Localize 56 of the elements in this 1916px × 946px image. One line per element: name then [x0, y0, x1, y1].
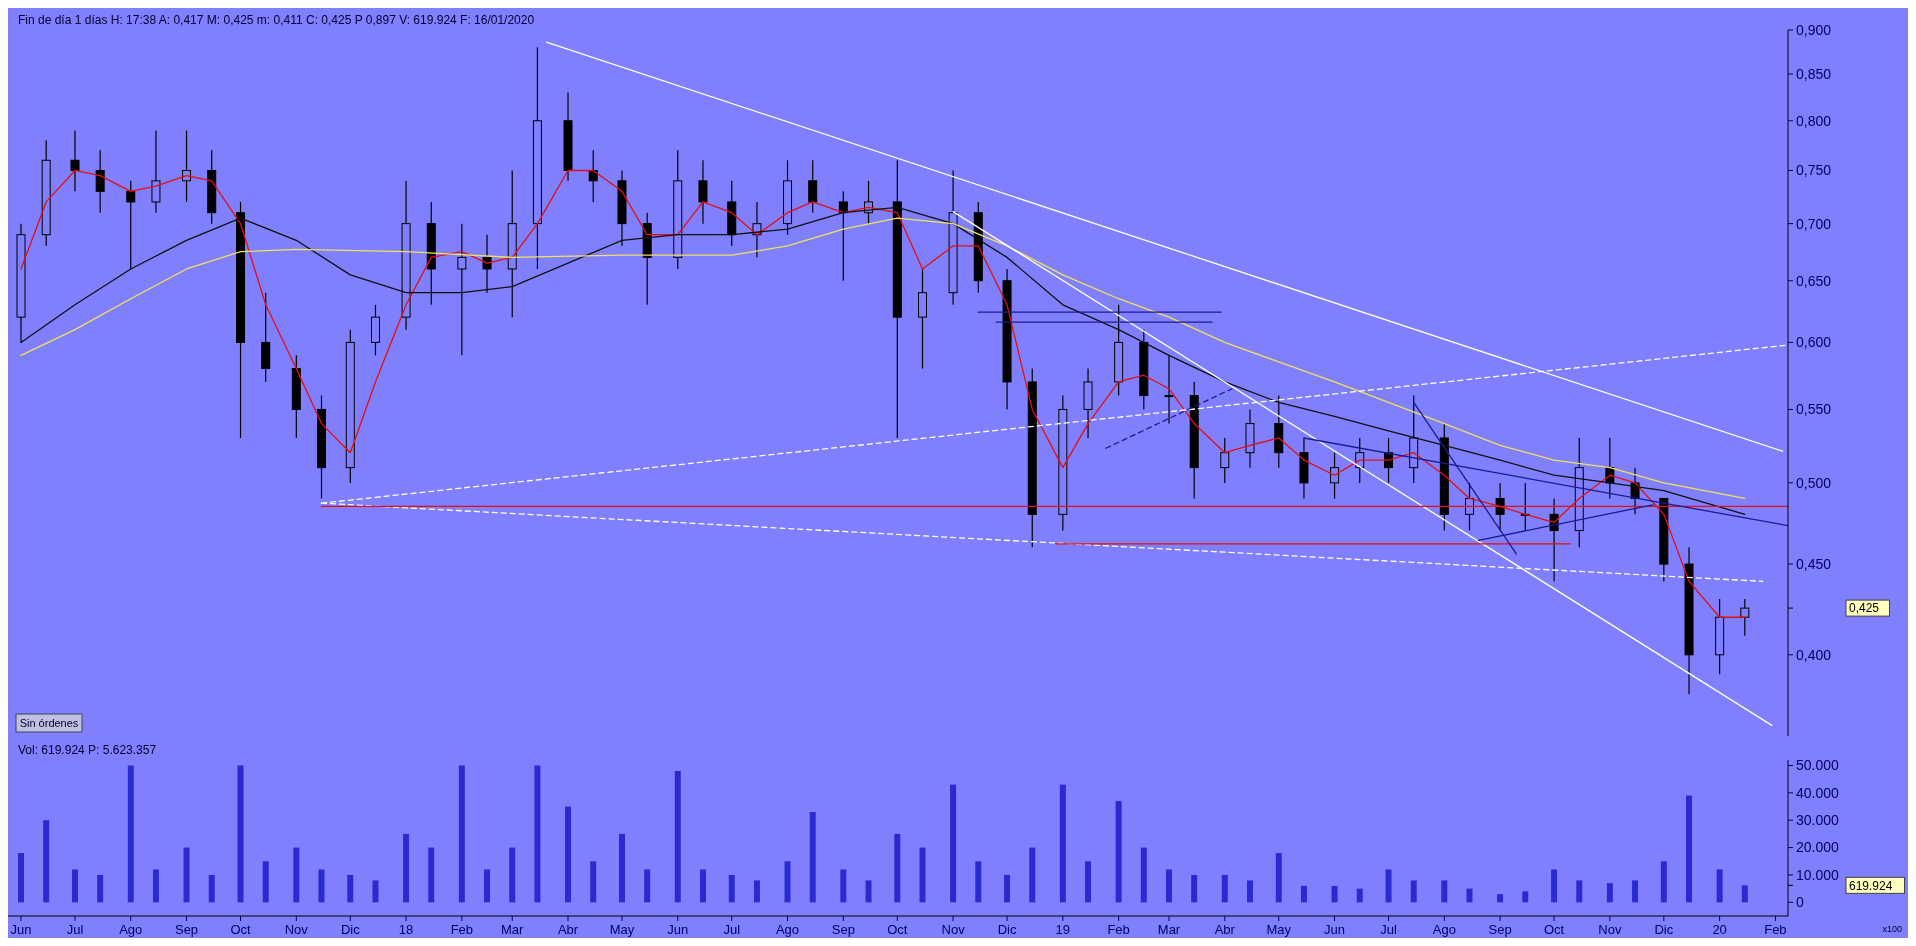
x-tick-label: Feb — [1107, 922, 1130, 937]
x-tick-label: Oct — [1543, 922, 1565, 937]
x-tick-label: Mar — [501, 922, 525, 937]
x-tick-label: Jul — [1380, 922, 1397, 937]
y-tick-label: 0,500 — [1796, 474, 1832, 491]
x-tick-label: Abr — [1214, 922, 1236, 937]
x-tick-label: Feb — [450, 922, 474, 937]
y-tick-label: 0,900 — [1796, 21, 1832, 38]
text: 619.924 — [1849, 878, 1893, 893]
x-tick-label: Nov — [941, 922, 966, 937]
y-tick-label: 50.000 — [1796, 757, 1840, 774]
x-tick-label: Jul — [66, 922, 84, 937]
x-tick-label: Sep — [831, 922, 855, 937]
y-tick-label: 0,800 — [1796, 112, 1832, 129]
x-tick-label: Ago — [119, 922, 143, 937]
chart-title: Fin de día 1 días H: 17:38 A: 0,417 M: 0,425 m: 0,411 C: 0,425 P 0,897 V: 619.924 F: 16/01/2020 — [18, 13, 535, 27]
x-tick-label: Sep — [174, 922, 199, 937]
y-tick-label: 0,400 — [1796, 646, 1832, 663]
y-tick-label: 0,700 — [1796, 215, 1832, 232]
x-tick-label: Nov — [1598, 922, 1622, 937]
x-tick-label: May — [1266, 922, 1292, 937]
x-tick-label: Ago — [775, 922, 800, 937]
x-tick-label: May — [609, 922, 635, 937]
chart-title: Vol: 619.924 P: 5.623.357 — [18, 743, 157, 757]
x-tick-label: Oct — [887, 922, 908, 937]
x-tick-label: Dic — [1654, 922, 1674, 937]
text: x100 — [1882, 924, 1902, 934]
x-tick-label: Sep — [1488, 922, 1512, 937]
x-tick-label: Abr — [557, 922, 579, 937]
annotation: Sin órdenes — [19, 717, 79, 729]
y-tick-label: 20.000 — [1796, 839, 1840, 856]
x-tick-label: Nov — [284, 922, 309, 937]
x-tick-label: Jun — [667, 922, 689, 937]
y-tick-label: 0,550 — [1796, 401, 1832, 418]
x-tick-label: Feb — [1764, 922, 1787, 937]
x-tick-label: 20 — [1712, 922, 1727, 937]
x-tick-label: Jun — [1324, 922, 1346, 937]
y-tick-label: 0,850 — [1796, 65, 1832, 82]
x-tick-label: 19 — [1055, 922, 1071, 937]
x-tick-label: Mar — [1157, 922, 1181, 937]
x-tick-label: Ago — [1432, 922, 1456, 937]
y-tick-label: 0,450 — [1796, 555, 1832, 572]
y-tick-label: 0,650 — [1796, 272, 1832, 289]
y-tick-label: 40.000 — [1796, 784, 1840, 801]
y-tick-label: 0,750 — [1796, 162, 1832, 179]
y-tick-label: 0 — [1796, 894, 1804, 911]
x-tick-label: Dic — [340, 922, 361, 937]
x-tick-label: Oct — [230, 922, 252, 937]
y-tick-label: 30.000 — [1796, 812, 1840, 829]
x-tick-label: 18 — [398, 922, 414, 937]
y-tick-label: 10.000 — [1796, 866, 1840, 883]
x-tick-label: Dic — [997, 922, 1017, 937]
text: 0,425 — [1849, 601, 1880, 616]
x-tick-label: Jun — [10, 922, 32, 937]
x-tick-label: Jul — [723, 922, 741, 937]
y-tick-label: 0,600 — [1796, 334, 1832, 351]
